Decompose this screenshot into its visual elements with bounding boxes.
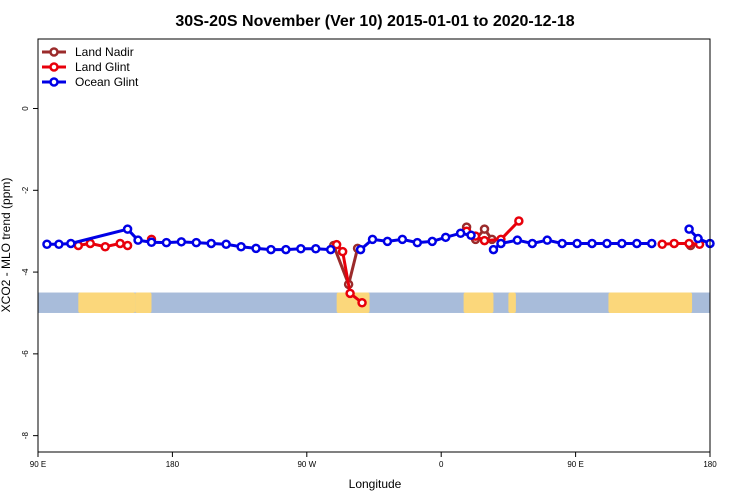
data-point xyxy=(206,238,216,249)
map-band xyxy=(38,292,710,313)
land-mass xyxy=(508,292,516,313)
data-point xyxy=(542,235,552,245)
legend-label: Ocean Glint xyxy=(75,75,139,89)
legend-item: Ocean Glint xyxy=(42,75,139,89)
ocean-band xyxy=(38,292,710,313)
data-point xyxy=(66,238,76,249)
data-point xyxy=(684,224,694,234)
data-point xyxy=(412,237,423,248)
data-point xyxy=(122,224,133,234)
y-tick-label: -4 xyxy=(21,268,30,276)
data-point xyxy=(325,244,336,255)
legend-label: Land Nadir xyxy=(75,45,134,59)
land-mass xyxy=(608,292,693,313)
data-point xyxy=(512,235,523,245)
data-point xyxy=(466,230,476,241)
data-point xyxy=(527,238,538,249)
data-point xyxy=(427,236,437,247)
data-point xyxy=(85,238,96,249)
data-point xyxy=(337,246,348,257)
data-point xyxy=(557,238,567,249)
data-point xyxy=(496,238,506,249)
data-point xyxy=(266,244,276,255)
y-tick-label: 0 xyxy=(21,106,30,111)
x-tick-label: 90 W xyxy=(297,460,316,469)
data-point xyxy=(602,238,612,249)
data-point xyxy=(669,238,679,249)
data-point xyxy=(647,238,657,249)
data-point xyxy=(115,238,125,249)
data-point xyxy=(632,238,642,249)
y-axis: 0 -2 -4 -6 -8 xyxy=(21,106,38,439)
legend-swatch-point xyxy=(49,62,59,72)
data-point xyxy=(191,237,202,248)
x-tick-label: 90 E xyxy=(30,460,46,469)
data-point xyxy=(657,239,667,250)
data-point xyxy=(296,244,306,254)
data-point xyxy=(345,288,355,299)
data-point xyxy=(122,240,133,251)
data-point xyxy=(311,244,321,254)
land-mass xyxy=(135,292,152,313)
data-point xyxy=(331,239,342,250)
data-point xyxy=(355,244,366,255)
data-point xyxy=(54,239,64,250)
data-point xyxy=(133,235,143,245)
data-point xyxy=(587,238,597,249)
series-layer xyxy=(42,216,715,308)
x-tick-label: 180 xyxy=(703,460,717,469)
data-point xyxy=(221,239,231,250)
series-line xyxy=(662,241,700,246)
chart-title: 30S-20S November (Ver 10) 2015-01-01 to … xyxy=(175,13,574,30)
data-point xyxy=(161,237,172,248)
data-point xyxy=(488,244,499,255)
y-tick-label: -2 xyxy=(21,186,30,194)
land-mass xyxy=(336,292,370,313)
legend-label: Land Glint xyxy=(75,60,130,74)
data-point xyxy=(572,238,582,249)
y-axis-label: XCO2 - MLO trend (ppm) xyxy=(0,178,13,313)
plot-frame xyxy=(37,38,711,453)
data-point xyxy=(455,228,466,238)
land-mass xyxy=(463,292,494,313)
land-mass xyxy=(78,292,136,313)
data-point xyxy=(100,241,110,252)
data-point xyxy=(367,234,378,245)
legend-item: Land Nadir xyxy=(42,45,134,59)
y-tick-label: -8 xyxy=(21,432,30,440)
data-point xyxy=(42,239,52,250)
data-point xyxy=(479,224,490,234)
data-point xyxy=(146,237,157,247)
data-point xyxy=(397,234,408,245)
x-tick-label: 90 E xyxy=(567,460,583,469)
x-tick-label: 180 xyxy=(166,460,180,469)
data-point xyxy=(236,241,246,252)
legend-item: Land Glint xyxy=(42,60,130,74)
data-point xyxy=(251,243,261,254)
y-tick-label: -6 xyxy=(21,350,30,358)
data-point xyxy=(357,297,367,308)
x-tick-label: 0 xyxy=(439,460,444,469)
data-point xyxy=(440,232,451,243)
legend-swatch-point xyxy=(49,77,59,87)
data-point xyxy=(382,236,393,247)
data-point xyxy=(684,238,694,249)
data-point xyxy=(514,216,524,226)
data-point xyxy=(693,233,703,244)
data-point xyxy=(479,235,490,246)
data-point xyxy=(617,238,627,249)
data-point xyxy=(176,237,187,247)
data-point xyxy=(281,244,291,255)
legend-swatch-point xyxy=(49,47,59,57)
x-axis-label: Longitude xyxy=(349,477,402,491)
x-axis: 90 E 180 90 W 0 90 E 180 xyxy=(30,452,717,469)
